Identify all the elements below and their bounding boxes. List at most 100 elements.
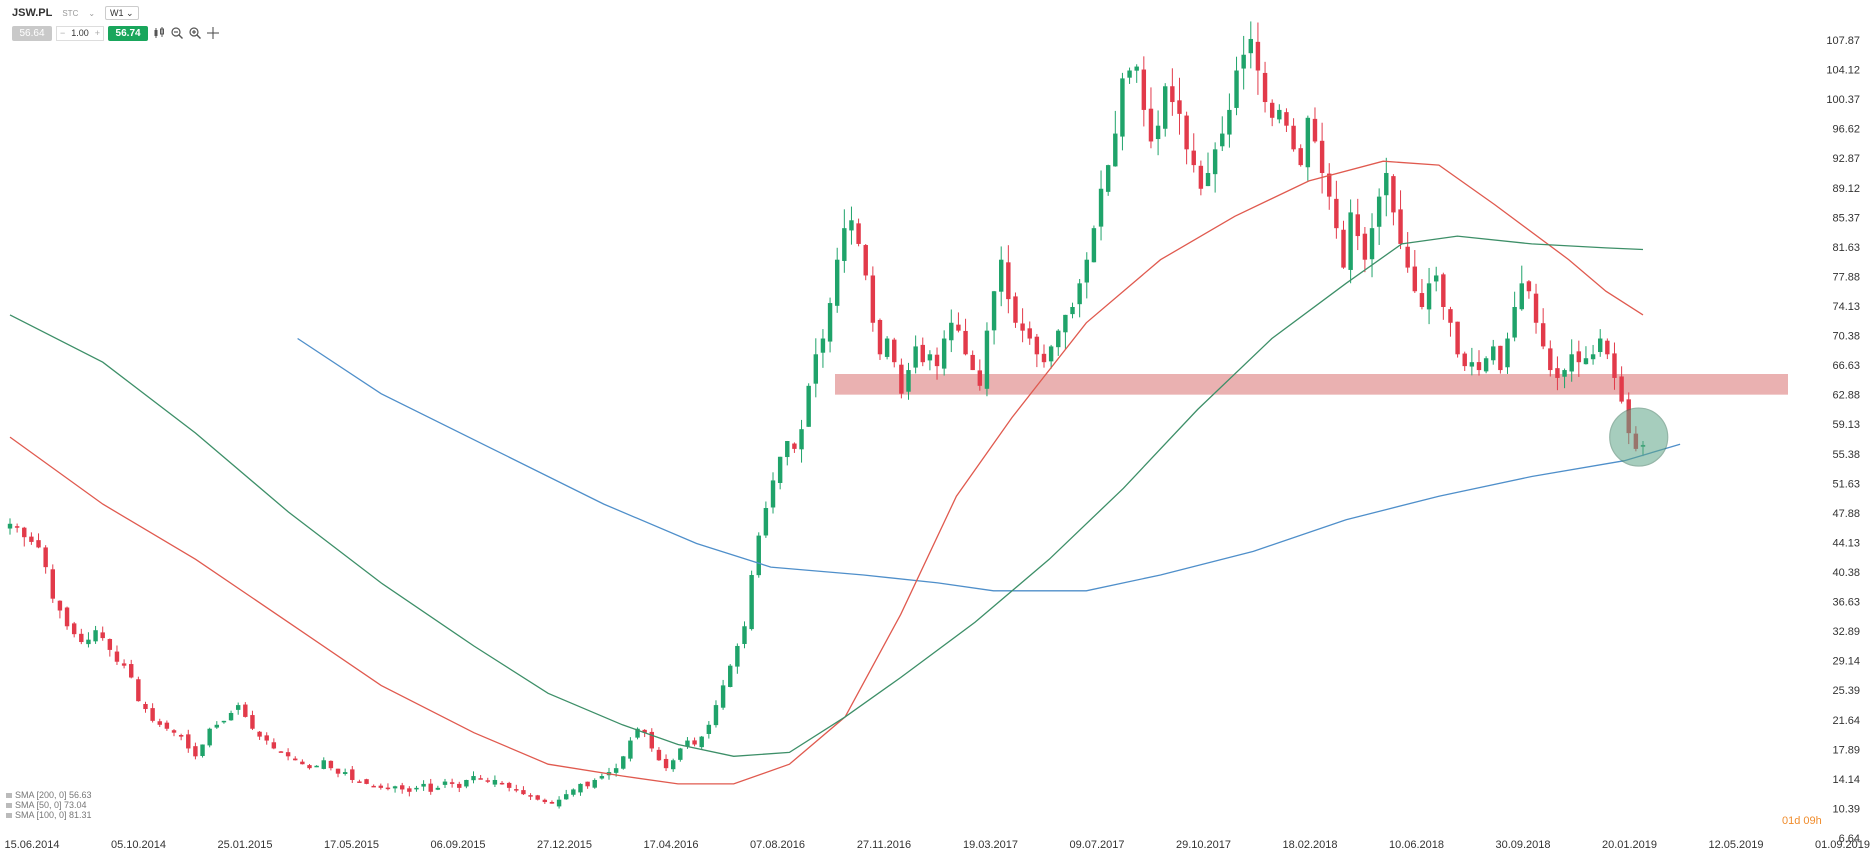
candle-body: [1020, 323, 1025, 331]
candle-body: [1027, 328, 1032, 339]
y-tick-label: 77.88: [1832, 271, 1860, 283]
candle-body: [998, 259, 1004, 292]
y-tick-label: 104.12: [1826, 65, 1860, 77]
x-tick-label: 27.11.2016: [857, 839, 911, 851]
timeframe-dropdown[interactable]: W1 ⌄: [105, 6, 139, 20]
candle-body: [613, 768, 619, 773]
candle-body: [706, 724, 712, 734]
candle-body: [228, 712, 234, 721]
candle-body: [842, 228, 847, 261]
candle-body: [585, 781, 590, 787]
candle-body: [271, 742, 277, 749]
candle-body: [171, 730, 177, 733]
y-tick-label: 36.63: [1832, 597, 1860, 609]
candle-body: [1533, 293, 1539, 323]
zoom-in-icon[interactable]: [188, 26, 202, 40]
candle-body: [79, 633, 84, 643]
candle-body: [1391, 176, 1396, 213]
candle-body: [1512, 306, 1517, 338]
candle-countdown: 01d 09h: [1782, 815, 1822, 827]
legend-item-sma200[interactable]: SMA [200, 0] 56.63: [6, 790, 92, 800]
candle-body: [492, 779, 498, 785]
candle-body: [1619, 376, 1624, 402]
candle-body: [1312, 118, 1318, 142]
candle-body: [941, 338, 947, 369]
y-tick-label: 70.38: [1832, 331, 1860, 343]
y-tick-label: 40.38: [1832, 567, 1860, 579]
candlestick-type-icon[interactable]: [152, 26, 166, 40]
x-tick-label: 27.12.2015: [537, 839, 592, 851]
candle-body: [1113, 133, 1118, 167]
decrease-quantity-button[interactable]: −: [60, 28, 66, 38]
crosshair-icon[interactable]: [206, 26, 220, 40]
candle-body: [1041, 353, 1047, 363]
candle-body: [57, 600, 63, 611]
candle-body: [735, 645, 740, 667]
legend-label: SMA [200, 0] 56.63: [15, 790, 92, 800]
candle-body: [1483, 358, 1489, 372]
candle-body: [1298, 148, 1303, 166]
candle-body: [906, 370, 911, 392]
candle-body: [1469, 362, 1475, 367]
x-tick-label: 05.10.2014: [111, 839, 166, 851]
candle-body: [257, 731, 262, 737]
candle-body: [14, 526, 20, 528]
quantity-value[interactable]: 1.00: [71, 28, 89, 38]
candle-body: [29, 536, 34, 542]
symbol-label[interactable]: JSW.PL: [12, 7, 53, 19]
candle-body: [564, 794, 569, 800]
zoom-out-icon[interactable]: [170, 26, 184, 40]
indicator-settings-icon[interactable]: [6, 802, 12, 808]
candle-body: [449, 782, 455, 784]
candle-body: [1419, 293, 1425, 307]
indicator-settings-icon[interactable]: [6, 792, 12, 798]
quantity-stepper[interactable]: − 1.00 +: [56, 25, 105, 41]
y-tick-label: 44.13: [1832, 537, 1860, 549]
candle-body: [749, 575, 754, 630]
candle-body: [1205, 172, 1211, 187]
candle-body: [1334, 198, 1339, 229]
candle-body: [1341, 229, 1346, 268]
x-tick-label: 30.09.2018: [1495, 839, 1550, 851]
indicator-settings-icon[interactable]: [6, 812, 12, 818]
candle-body: [1063, 314, 1068, 333]
candle-body: [1362, 233, 1368, 260]
candle-body: [1034, 336, 1040, 355]
candle-body: [685, 740, 690, 747]
y-tick-label: 59.13: [1832, 419, 1860, 431]
candle-body: [870, 275, 876, 323]
increase-quantity-button[interactable]: +: [94, 28, 101, 38]
candle-body: [1056, 330, 1061, 348]
candle-body: [1319, 140, 1325, 173]
x-tick-label: 10.06.2018: [1389, 839, 1444, 851]
candle-body: [1398, 209, 1403, 244]
candle-body: [991, 291, 997, 331]
highlight-circle: [1609, 407, 1669, 467]
candle-body: [1426, 283, 1432, 310]
candle-body: [592, 779, 597, 788]
candle-body: [1163, 86, 1168, 129]
candle-body: [1605, 340, 1610, 355]
candle-body: [178, 735, 184, 737]
legend-item-sma100[interactable]: SMA [100, 0] 81.31: [6, 810, 92, 820]
candle-body: [1583, 358, 1589, 365]
candle-body: [136, 679, 141, 702]
candle-body: [243, 704, 248, 717]
candle-body: [542, 799, 548, 803]
timeframe-label: W1: [110, 8, 124, 18]
y-tick-label: 89.12: [1832, 183, 1860, 195]
buy-price-button[interactable]: 56.74: [108, 25, 149, 41]
candle-body: [93, 630, 98, 642]
chevron-down-icon[interactable]: ⌄: [88, 8, 96, 18]
legend-item-sma50[interactable]: SMA [50, 0] 73.04: [6, 800, 92, 810]
candle-body: [934, 354, 940, 367]
candle-body: [1255, 41, 1261, 71]
candle-body: [264, 735, 269, 741]
candle-body: [1562, 370, 1567, 377]
candle-body: [385, 787, 391, 790]
candle-body: [1198, 165, 1204, 189]
symbol-dropdown[interactable]: STC: [62, 8, 79, 18]
candle-body: [834, 259, 840, 306]
sell-price-button[interactable]: 56.64: [12, 25, 52, 41]
